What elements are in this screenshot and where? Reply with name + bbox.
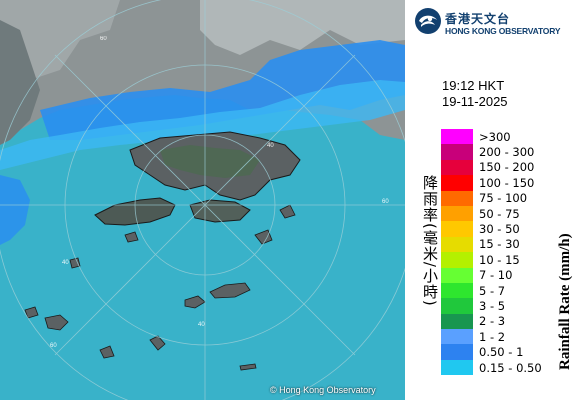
hko-logo[interactable]: 香港天文台 HONG KONG OBSERVATORY <box>413 6 573 40</box>
ring-label: 40 <box>267 143 274 149</box>
copyright-text: © Hong Kong Observatory <box>270 385 376 395</box>
legend-swatch <box>441 236 473 253</box>
legend-item: 75 - 100 <box>441 190 577 206</box>
observation-time: 19:12 HKT <box>442 78 505 93</box>
legend-range: 2 - 3 <box>479 314 506 329</box>
outlying-islands <box>24 204 296 371</box>
ring-label: 60 <box>382 199 389 205</box>
legend-item: 0.15 - 0.50 <box>441 359 577 376</box>
legend-swatch <box>441 159 473 176</box>
legend-item: 15 - 30 <box>441 236 577 253</box>
ring-label: 40 <box>62 260 69 266</box>
range-rings <box>0 0 405 400</box>
legend-item: 3 - 5 <box>441 298 577 314</box>
legend-range: 100 - 150 <box>479 175 535 190</box>
legend-item: 150 - 200 <box>441 159 577 176</box>
legend-swatch <box>441 298 473 314</box>
legend-item: 100 - 150 <box>441 175 577 191</box>
range-ring-labels: 60 60 40 40 40 60 <box>50 36 389 349</box>
legend-item: 30 - 50 <box>441 221 577 237</box>
legend-swatch <box>441 329 473 345</box>
legend-item: 7 - 10 <box>441 267 577 283</box>
ring-label: 60 <box>100 36 107 42</box>
mainland-clouds <box>200 0 405 55</box>
radar-map[interactable]: 60 60 40 40 40 60 © Hong Kong Observator… <box>0 0 405 400</box>
rainfall-rate-label-en: Rainfall Rate (mm/h) <box>557 233 573 370</box>
legend-swatch <box>441 267 473 283</box>
org-name-en: HONG KONG OBSERVATORY <box>445 26 561 36</box>
legend-range: 5 - 7 <box>479 283 506 298</box>
rain-band <box>40 40 405 140</box>
legend-range: 3 - 5 <box>479 298 506 313</box>
radar-map-svg: 60 60 40 40 40 60 <box>0 0 405 400</box>
legend-swatch <box>441 252 473 268</box>
legend-range: 150 - 200 <box>479 160 535 175</box>
hong-kong-vegetation <box>160 145 260 178</box>
legend-range: 30 - 50 <box>479 222 520 237</box>
observation-date: 19-11-2025 <box>442 94 508 109</box>
west-coast-land <box>0 20 40 145</box>
legend-item: 2 - 3 <box>441 313 577 330</box>
legend-range: 7 - 10 <box>479 268 513 283</box>
legend-swatch <box>441 221 473 237</box>
legend-range: 0.15 - 0.50 <box>479 360 542 375</box>
legend-swatch <box>441 359 473 376</box>
legend-item: 0.50 - 1 <box>441 344 577 360</box>
legend-swatch <box>441 282 473 299</box>
legend-range: 15 - 30 <box>479 237 520 252</box>
legend-item: 200 - 300 <box>441 144 577 160</box>
rain-west <box>0 175 30 245</box>
legend-swatch <box>441 129 473 145</box>
legend-swatch <box>441 205 473 222</box>
legend-swatch <box>441 313 473 330</box>
legend-range: 10 - 15 <box>479 252 520 267</box>
legend-item: 1 - 2 <box>441 329 577 345</box>
rain-band-light <box>0 80 405 170</box>
legend-swatch <box>441 175 473 191</box>
legend-swatch <box>441 190 473 206</box>
legend-range: >300 <box>479 129 511 144</box>
legend-range: 75 - 100 <box>479 191 528 206</box>
ring-label: 60 <box>50 343 57 349</box>
legend-range: 0.50 - 1 <box>479 345 524 360</box>
hko-emblem-icon <box>415 8 441 34</box>
rainfall-legend: >300 200 - 300 150 - 200 100 - 150 75 - … <box>441 129 577 376</box>
legend-range: 1 - 2 <box>479 329 506 344</box>
legend-item: 50 - 75 <box>441 205 577 222</box>
legend-panel: 香港天文台 HONG KONG OBSERVATORY 19:12 HKT 19… <box>405 0 577 400</box>
legend-range: 200 - 300 <box>479 145 535 160</box>
rainfall-rate-label-cn: 降雨率(毫米/小時) <box>421 175 439 307</box>
org-name-cn: 香港天文台 <box>445 12 511 26</box>
legend-item: >300 <box>441 129 577 145</box>
legend-swatch <box>441 144 473 160</box>
legend-item: 10 - 15 <box>441 252 577 268</box>
legend-range: 50 - 75 <box>479 206 520 221</box>
legend-swatch <box>441 344 473 360</box>
ring-label: 40 <box>198 322 205 328</box>
legend-item: 5 - 7 <box>441 282 577 299</box>
